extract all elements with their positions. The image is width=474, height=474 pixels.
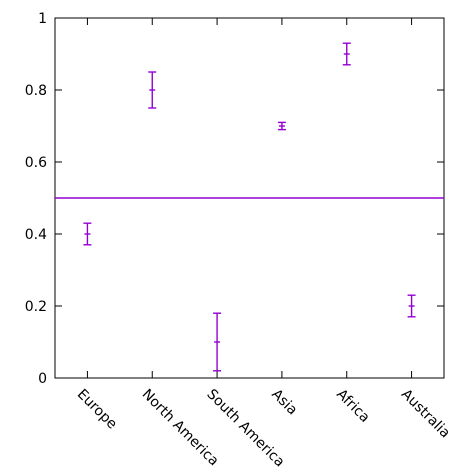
- x-tick-label: Australia: [398, 386, 453, 441]
- error-bar: [213, 312, 222, 372]
- y-tick-label: 0: [38, 371, 47, 387]
- error-bar: [277, 121, 286, 131]
- error-bars: [83, 42, 416, 372]
- y-tick-label: 1: [38, 11, 47, 27]
- x-tick-label: Europe: [74, 386, 120, 432]
- y-axis: 0 0.2 0.4 0.6 0.8 1: [25, 11, 444, 387]
- y-tick-label: 0.4: [25, 227, 47, 243]
- y-tick-label: 0.8: [25, 83, 47, 99]
- error-bar: [407, 294, 416, 318]
- y-tick-label: 0.6: [25, 155, 47, 171]
- y-tick-label: 0.2: [25, 299, 47, 315]
- error-bar: [83, 222, 92, 246]
- error-bar: [148, 71, 157, 109]
- x-tick-label: Africa: [333, 386, 373, 426]
- error-bar: [342, 42, 351, 66]
- x-tick-label: Asia: [268, 386, 300, 418]
